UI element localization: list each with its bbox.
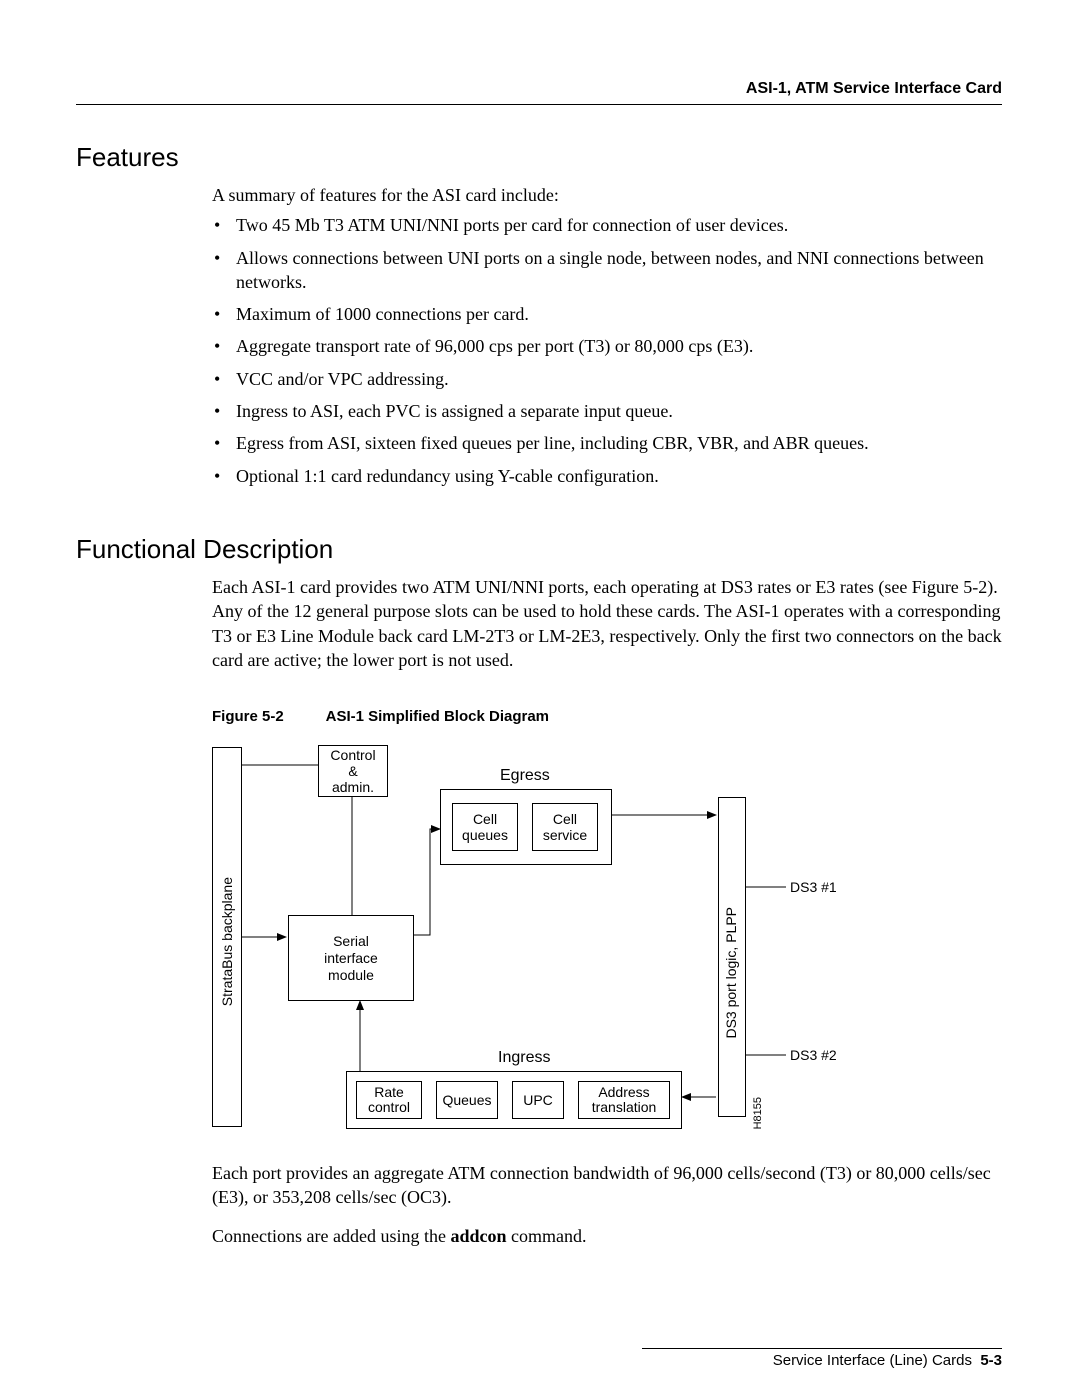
label-ds3-1: DS3 #1: [790, 879, 837, 895]
functional-para: Each ASI-1 card provides two ATM UNI/NNI…: [212, 575, 1002, 672]
feature-item: Maximum of 1000 connections per card.: [212, 302, 1002, 326]
block-ds3-port-logic-label: DS3 port logic, PLPP: [723, 907, 739, 1039]
block-cell-queues-label: Cellqueues: [462, 811, 508, 843]
footer-text: Service Interface (Line) Cards: [773, 1352, 972, 1369]
feature-item: Aggregate transport rate of 96,000 cps p…: [212, 334, 1002, 358]
block-cell-service-label: Cellservice: [543, 811, 587, 843]
footer: Service Interface (Line) Cards 5-3: [773, 1352, 1002, 1369]
after2-post: command.: [511, 1226, 586, 1246]
block-serial-interface: Serialinterfacemodule: [288, 915, 414, 1001]
features-intro: A summary of features for the ASI card i…: [212, 183, 1002, 207]
figure-caption-row: Figure 5-2 ASI-1 Simplified Block Diagra…: [212, 708, 1004, 725]
after2-bold: addcon: [450, 1226, 506, 1246]
post-figure-para-1: Each port provides an aggregate ATM conn…: [212, 1161, 1002, 1210]
block-backplane-label: StrataBus backplane: [219, 877, 235, 1006]
footer-page: 5-3: [980, 1352, 1002, 1369]
block-cell-queues: Cellqueues: [452, 803, 518, 851]
block-queues-label: Queues: [442, 1092, 491, 1108]
post-figure-para-2: Connections are added using the addcon c…: [212, 1224, 1002, 1248]
figure-title: ASI-1 Simplified Block Diagram: [326, 708, 549, 725]
section-heading-features: Features: [76, 142, 1004, 173]
block-control-admin: Control&admin.: [318, 745, 388, 797]
post-figure-text: Each port provides an aggregate ATM conn…: [212, 1161, 1002, 1248]
block-rate-control-label: Ratecontrol: [368, 1085, 410, 1116]
feature-item: Two 45 Mb T3 ATM UNI/NNI ports per card …: [212, 213, 1002, 237]
block-upc-label: UPC: [523, 1092, 553, 1108]
label-ds3-2: DS3 #2: [790, 1047, 837, 1063]
figure-number: Figure 5-2: [212, 708, 322, 725]
block-upc: UPC: [512, 1081, 564, 1119]
feature-item: Egress from ASI, sixteen fixed queues pe…: [212, 431, 1002, 455]
feature-item: Optional 1:1 card redundancy using Y-cab…: [212, 464, 1002, 488]
feature-item: VCC and/or VPC addressing.: [212, 367, 1002, 391]
figure-diagram: StrataBus backplane Control&admin. Seria…: [212, 737, 954, 1135]
features-body: A summary of features for the ASI card i…: [212, 183, 1002, 488]
after2-pre: Connections are added using the: [212, 1226, 450, 1246]
section-heading-functional: Functional Description: [76, 534, 1004, 565]
page: ASI-1, ATM Service Interface Card Featur…: [0, 0, 1080, 1397]
block-serial-interface-label: Serialinterfacemodule: [324, 933, 378, 983]
label-egress: Egress: [500, 767, 550, 785]
feature-item: Ingress to ASI, each PVC is assigned a s…: [212, 399, 1002, 423]
block-cell-service: Cellservice: [532, 803, 598, 851]
block-address-translation-label: Addresstranslation: [592, 1085, 657, 1116]
block-rate-control: Ratecontrol: [356, 1081, 422, 1119]
header-rule: [76, 104, 1002, 105]
footer-rule: [642, 1348, 1002, 1349]
figure-code: H8155: [752, 1097, 764, 1129]
label-ingress: Ingress: [498, 1049, 550, 1067]
block-control-admin-label: Control&admin.: [330, 747, 375, 795]
feature-item: Allows connections between UNI ports on …: [212, 246, 1002, 295]
header-title: ASI-1, ATM Service Interface Card: [746, 80, 1002, 98]
features-list: Two 45 Mb T3 ATM UNI/NNI ports per card …: [212, 213, 1002, 488]
functional-body: Each ASI-1 card provides two ATM UNI/NNI…: [212, 575, 1002, 672]
block-address-translation: Addresstranslation: [578, 1081, 670, 1119]
block-queues: Queues: [436, 1081, 498, 1119]
